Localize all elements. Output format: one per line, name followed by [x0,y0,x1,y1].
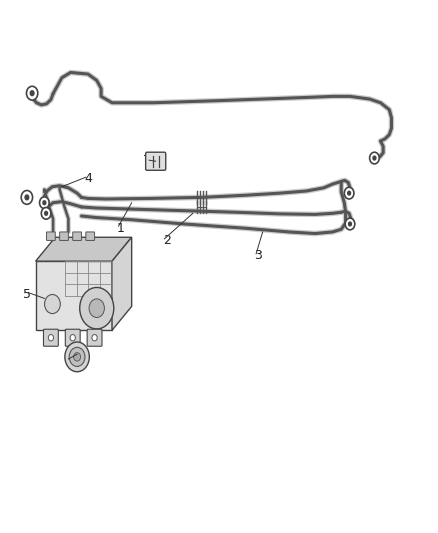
FancyBboxPatch shape [60,232,68,240]
FancyBboxPatch shape [146,152,166,170]
Circle shape [344,187,354,199]
Circle shape [348,221,352,227]
Circle shape [74,353,81,361]
Text: 5: 5 [23,288,31,301]
Polygon shape [35,261,112,330]
Polygon shape [35,237,132,261]
Circle shape [65,342,89,372]
Circle shape [25,195,29,200]
Text: 4: 4 [84,172,92,185]
Circle shape [345,218,355,230]
Circle shape [80,287,114,329]
Text: 6: 6 [64,354,72,368]
Circle shape [69,348,85,367]
FancyBboxPatch shape [86,232,95,240]
Circle shape [41,207,51,219]
Circle shape [39,197,49,208]
Text: 7: 7 [143,154,151,167]
Polygon shape [112,237,132,330]
Circle shape [92,335,97,341]
FancyBboxPatch shape [87,329,102,346]
Circle shape [21,190,32,204]
FancyBboxPatch shape [46,232,55,240]
Circle shape [347,190,351,196]
Circle shape [44,211,48,216]
FancyBboxPatch shape [65,329,80,346]
Circle shape [42,200,46,205]
Circle shape [30,90,35,96]
Circle shape [26,86,38,100]
Text: 2: 2 [162,235,170,247]
Circle shape [45,294,60,313]
FancyBboxPatch shape [73,232,81,240]
Text: 3: 3 [254,249,262,262]
Text: 1: 1 [117,222,125,235]
Circle shape [372,156,377,160]
FancyBboxPatch shape [43,329,58,346]
Circle shape [48,335,53,341]
Circle shape [370,152,379,164]
Circle shape [89,299,104,318]
Circle shape [70,335,75,341]
